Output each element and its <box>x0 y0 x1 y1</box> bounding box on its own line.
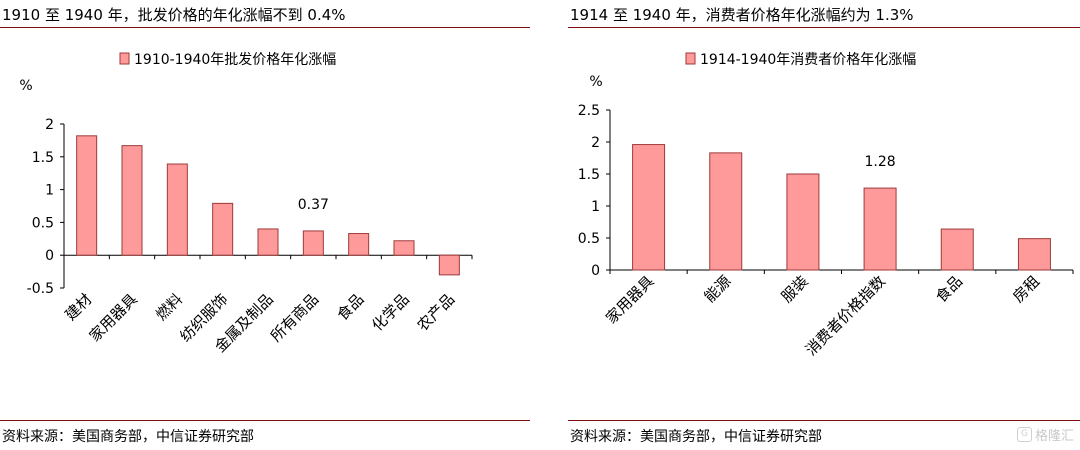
y-tick-label: 0 <box>45 248 54 264</box>
legend-label: 1914-1940年消费者价格年化涨幅 <box>700 52 916 68</box>
category-label: 家用器具 <box>602 272 657 327</box>
bar <box>863 187 897 271</box>
bar <box>786 173 820 271</box>
legend-swatch <box>685 52 696 65</box>
bar <box>212 202 234 256</box>
bar <box>76 135 98 256</box>
category-label: 农产品 <box>414 290 459 335</box>
category-label: 能源 <box>701 272 735 306</box>
right-panel: 1914 至 1940 年，消费者价格年化涨幅约为 1.3% 1914-1940… <box>568 0 1080 450</box>
y-tick-label: 2 <box>591 135 600 151</box>
y-tick-label: 0.5 <box>32 215 54 231</box>
right-top-rule <box>568 27 1080 28</box>
watermark-logo-icon: G <box>1016 427 1032 442</box>
left-chart-title: 1910 至 1940 年，批发价格的年化涨幅不到 0.4% <box>2 6 346 24</box>
y-tick-label: 1 <box>591 199 600 215</box>
watermark: G 格隆汇 <box>1016 425 1074 444</box>
bar <box>632 144 666 271</box>
data-label: 1.28 <box>864 154 895 170</box>
legend-swatch <box>119 52 130 65</box>
category-label: 建材 <box>62 290 96 324</box>
y-tick-label: 1.5 <box>32 150 54 166</box>
y-axis-unit: % <box>589 74 602 90</box>
data-label: 0.37 <box>298 197 329 213</box>
category-label: 食品 <box>334 290 368 324</box>
bar <box>166 163 188 256</box>
category-label: 所有商品 <box>267 290 322 345</box>
y-tick-label: 2.5 <box>578 103 600 119</box>
category-label: 房租 <box>1009 272 1043 306</box>
category-label: 消费者价格指数 <box>802 272 889 359</box>
legend-label: 1910-1940年批发价格年化涨幅 <box>134 52 336 68</box>
y-tick-label: 2 <box>45 117 54 133</box>
category-label: 化学品 <box>368 290 413 335</box>
left-top-rule <box>0 27 530 28</box>
bar <box>1017 238 1051 271</box>
category-label: 服装 <box>778 272 812 306</box>
bar <box>940 228 974 271</box>
y-tick-label: 0.5 <box>578 231 600 247</box>
right-bar-chart: 1914-1940年消费者价格年化涨幅% 0 0.5 1 1.5 2 2.5 家用器具 能源 服装… <box>578 52 1074 359</box>
bar <box>438 254 460 276</box>
left-source-note: 资料来源：美国商务部，中信证券研究部 <box>2 429 254 445</box>
watermark-text: 格隆汇 <box>1034 429 1074 444</box>
bar <box>121 145 143 256</box>
y-tick-label: 1 <box>45 183 54 199</box>
right-chart-title: 1914 至 1940 年，消费者价格年化涨幅约为 1.3% <box>570 6 914 24</box>
bar <box>257 228 279 256</box>
right-source-note: 资料来源：美国商务部，中信证券研究部 <box>570 429 822 445</box>
category-label: 食品 <box>932 272 966 306</box>
y-tick-label: -0.5 <box>27 281 54 297</box>
category-label: 家用器具 <box>86 290 141 345</box>
right-bottom-rule <box>568 420 1080 421</box>
bar <box>709 152 743 271</box>
y-tick-label: 1.5 <box>578 167 600 183</box>
y-tick-label: 0 <box>591 263 600 279</box>
bar <box>302 230 324 256</box>
category-label: 燃料 <box>152 290 186 324</box>
y-axis-unit: % <box>19 78 32 94</box>
left-bottom-rule <box>0 420 530 421</box>
bar <box>348 233 370 256</box>
bar <box>393 240 415 256</box>
left-panel: 1910 至 1940 年，批发价格的年化涨幅不到 0.4% 1910-1940… <box>0 0 530 450</box>
